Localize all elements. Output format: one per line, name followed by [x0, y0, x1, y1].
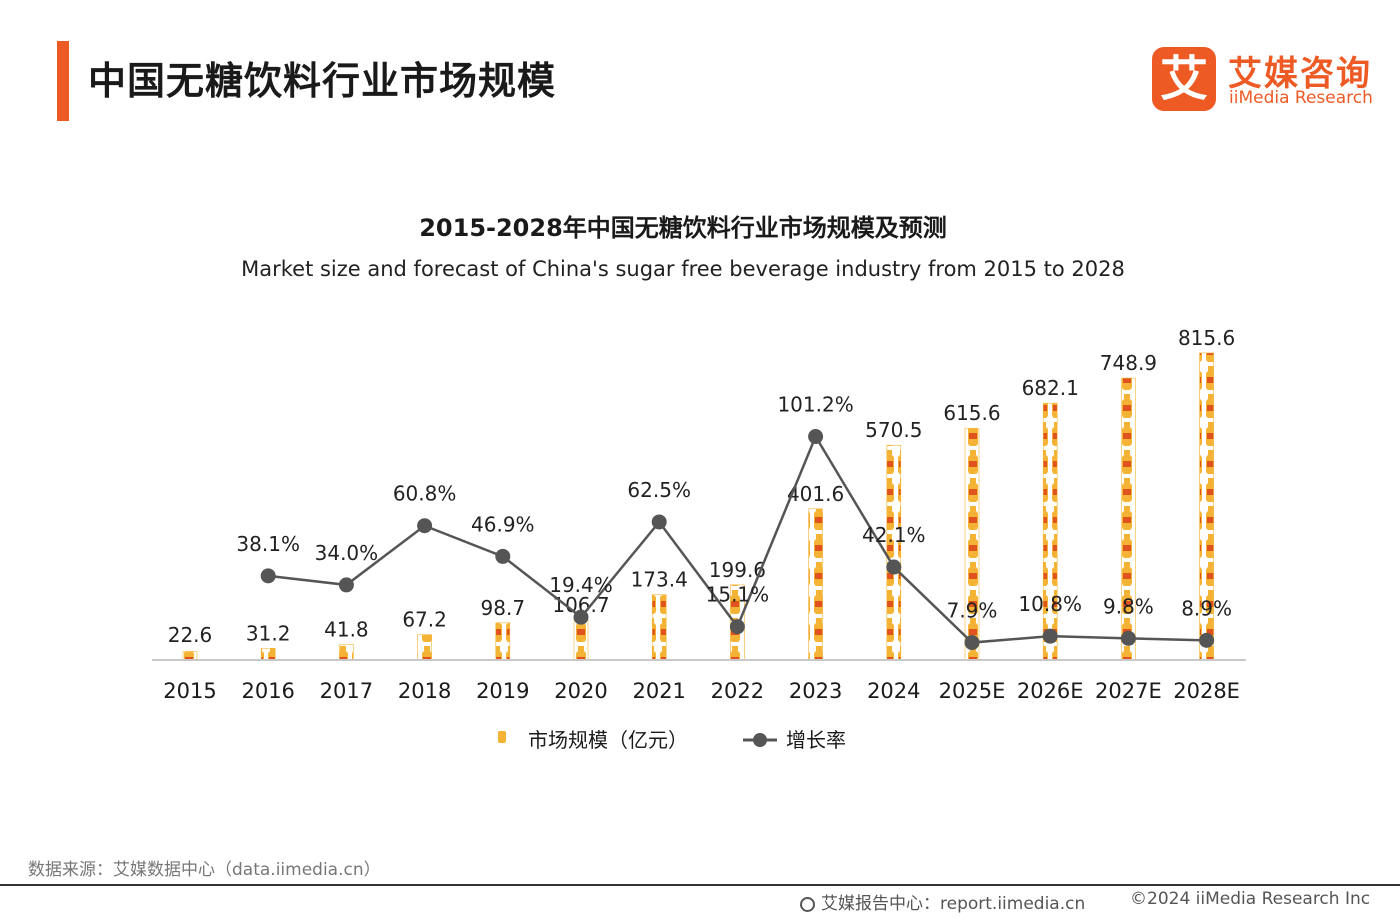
growth-label-2021: 62.5%: [627, 478, 691, 502]
x-tick-2018: 2018: [398, 679, 451, 703]
x-tick-2021: 2021: [632, 679, 685, 703]
bar-label-2018: 67.2: [402, 608, 447, 632]
growth-label-2022: 15.1%: [706, 583, 770, 607]
legend-bar-label: 市场规模（亿元）: [528, 728, 688, 752]
x-tick-2019: 2019: [476, 679, 529, 703]
page-title: 中国无糖饮料行业市场规模: [88, 59, 557, 103]
bar-label-2017: 41.8: [324, 617, 369, 641]
data-source: 数据来源：艾媒数据中心（data.iimedia.cn）: [28, 860, 381, 880]
x-tick-2016: 2016: [241, 679, 294, 703]
growth-label-2023: 101.2%: [777, 393, 853, 417]
x-tick-2017: 2017: [320, 679, 373, 703]
growth-label-2027E: 9.8%: [1103, 594, 1154, 618]
footer-divider: [0, 884, 1400, 886]
chart-title: 2015-2028年中国无糖饮料行业市场规模及预测: [419, 214, 947, 242]
growth-point-2019: [495, 548, 511, 564]
growth-label-2028E: 8.9%: [1181, 596, 1232, 620]
iimedia-logo-icon: 艾: [1152, 47, 1216, 111]
x-tick-2027E: 2027E: [1095, 679, 1162, 703]
growth-point-2022: [729, 619, 745, 635]
bar-2025E: [964, 427, 980, 661]
growth-point-2018: [417, 518, 433, 534]
x-tick-2024: 2024: [867, 679, 920, 703]
growth-label-2019: 46.9%: [471, 512, 535, 536]
growth-point-2028E: [1199, 632, 1215, 648]
growth-point-2016: [260, 568, 276, 584]
logo-chinese-name: 艾媒咨询: [1228, 54, 1372, 94]
growth-label-2020: 19.4%: [549, 573, 613, 597]
footer-report-text: 艾媒报告中心：report.iimedia.cn: [821, 894, 1086, 914]
x-tick-2015: 2015: [163, 679, 216, 703]
bar-label-2019: 98.7: [481, 596, 526, 620]
bar-label-2016: 31.2: [246, 621, 291, 645]
bar-label-2021: 173.4: [631, 568, 688, 592]
bar-2026E: [1042, 402, 1058, 661]
bar-2016: [260, 647, 276, 661]
bar-label-2026E: 682.1: [1022, 376, 1079, 400]
growth-point-2026E: [1042, 628, 1058, 644]
x-tick-2023: 2023: [789, 679, 842, 703]
growth-point-2020: [573, 609, 589, 625]
growth-point-2027E: [1120, 630, 1136, 646]
growth-label-2026E: 10.8%: [1018, 592, 1082, 616]
bar-label-2027E: 748.9: [1100, 351, 1157, 375]
growth-label-2018: 60.8%: [393, 482, 457, 506]
bar-2019: [495, 622, 511, 661]
legend-line-marker: [753, 733, 767, 747]
legend-bar-swatch: [498, 731, 506, 743]
growth-point-2025E: [964, 635, 980, 651]
logo-english-name: iiMedia Research: [1229, 88, 1373, 108]
title-accent-bar: [57, 41, 69, 121]
growth-label-2017: 34.0%: [315, 541, 379, 565]
growth-label-2025E: 7.9%: [947, 599, 998, 623]
bar-2015: [182, 651, 198, 661]
x-tick-2022: 2022: [711, 679, 764, 703]
bar-2021: [651, 594, 667, 661]
bar-2018: [417, 634, 432, 661]
bar-2024: [886, 444, 902, 661]
bar-2020: [573, 619, 589, 661]
x-tick-2025E: 2025E: [939, 679, 1006, 703]
bar-label-2024: 570.5: [865, 418, 922, 442]
bar-2023: [808, 508, 823, 661]
globe-icon: [800, 897, 815, 912]
growth-label-2024: 42.1%: [862, 523, 926, 547]
growth-point-2023: [808, 429, 824, 445]
x-tick-2020: 2020: [554, 679, 607, 703]
x-tick-2028E: 2028E: [1173, 679, 1240, 703]
bar-label-2015: 22.6: [168, 623, 213, 647]
growth-point-2017: [338, 577, 354, 593]
legend-line-label: 增长率: [786, 728, 846, 752]
bar-label-2028E: 815.6: [1178, 326, 1235, 350]
footer-copyright: ©2024 iiMedia Research Inc: [1130, 889, 1371, 909]
growth-point-2024: [886, 559, 902, 575]
growth-label-2016: 38.1%: [236, 532, 300, 556]
x-tick-2026E: 2026E: [1017, 679, 1084, 703]
growth-point-2021: [651, 514, 667, 530]
bar-2017: [339, 643, 354, 661]
chart-subtitle: Market size and forecast of China's suga…: [241, 257, 1125, 281]
bar-label-2025E: 615.6: [943, 401, 1000, 425]
footer-report-link[interactable]: 艾媒报告中心：report.iimedia.cn: [800, 889, 1085, 914]
